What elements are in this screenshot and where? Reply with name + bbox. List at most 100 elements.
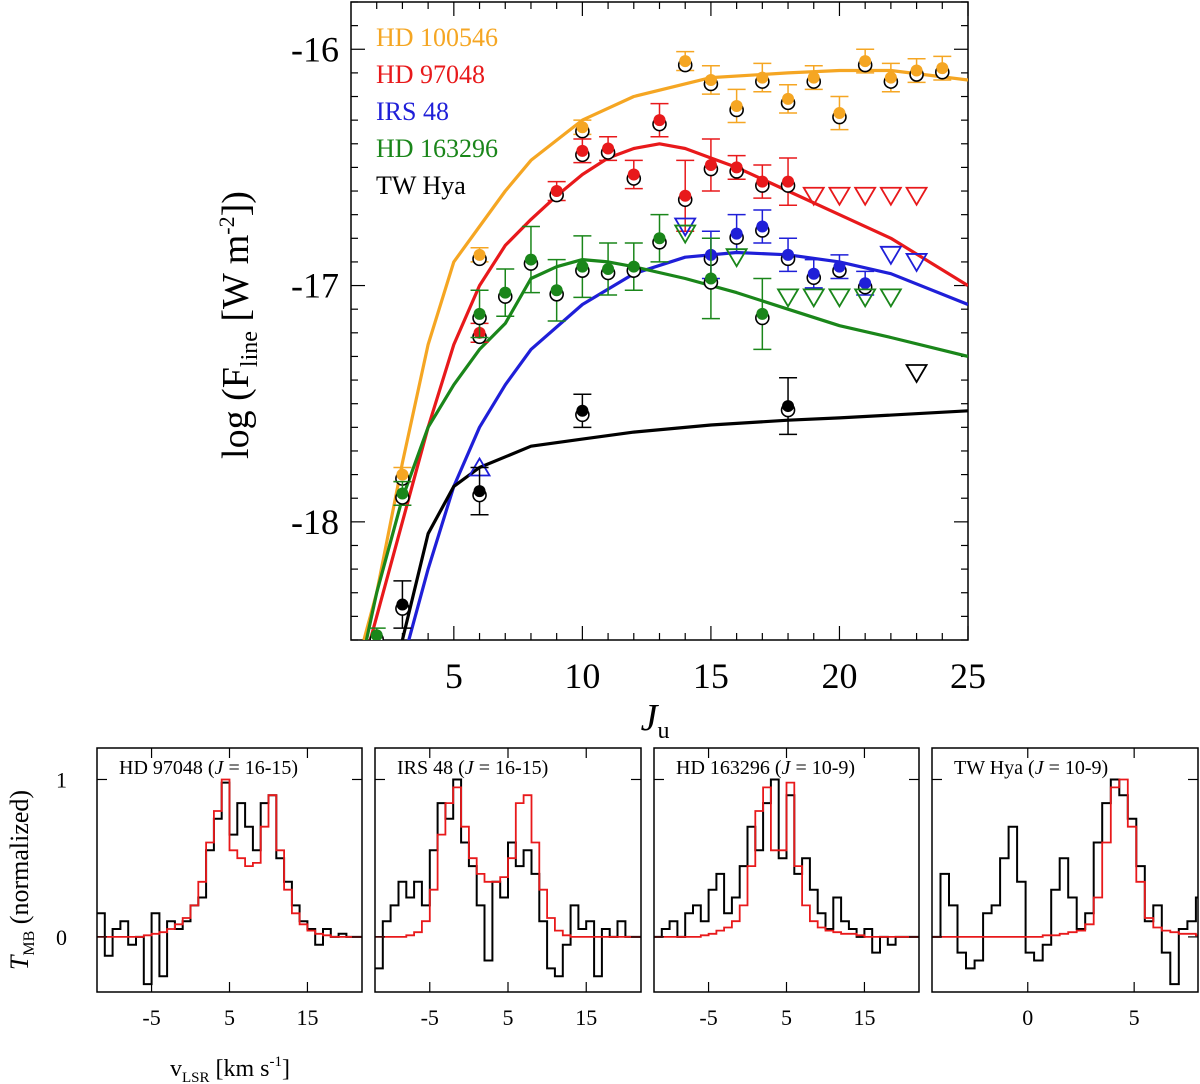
- data-point-hd-97048: [704, 159, 717, 172]
- spectrum-title: IRS 48 (J = 16-15): [397, 757, 548, 779]
- spectrum-x-tick-label: 5: [1129, 1005, 1140, 1030]
- data-point-hd-163296: [756, 307, 769, 320]
- data-point-hd-100546: [679, 55, 692, 68]
- upper-limit-hd-97048: [879, 186, 903, 207]
- x-tick-label: 10: [564, 656, 600, 696]
- data-point-tw-hya: [473, 485, 486, 498]
- spectrum-x-tick-label: 5: [224, 1005, 235, 1030]
- spectrum-x-tick-label: -5: [699, 1005, 717, 1030]
- upper-limit-hd-163296: [725, 248, 749, 268]
- line-profile-panels: -5 5 15 0 1 HD 97048 (J = 16-15) -5 5 15 IRS 48 (…: [5, 747, 1199, 1084]
- data-point-irs-48: [859, 277, 872, 290]
- data-point-hd-100546: [807, 71, 820, 84]
- upper-limit-hd-163296: [673, 224, 697, 245]
- legend-entry-hd-100546: HD 100546: [376, 23, 498, 52]
- data-point-irs-48: [730, 227, 743, 240]
- data-point-hd-163296: [576, 260, 589, 273]
- upper-limit-hd-97048: [853, 186, 877, 207]
- data-point-hd-97048: [782, 175, 795, 188]
- spectrum-y-axis-label: TMB (normalized): [5, 790, 38, 970]
- spectrum-panel-hd-97048: -5 5 15 0 1 HD 97048 (J = 16-15): [56, 747, 363, 1030]
- x-tick-label: 25: [950, 656, 986, 696]
- upper-limit-irs-48: [905, 253, 929, 273]
- spectrum-frame: [931, 747, 1199, 993]
- data-point-hd-97048: [627, 168, 640, 181]
- data-point-hd-163296: [473, 307, 486, 320]
- data-point-hd-163296: [396, 487, 409, 500]
- spectrum-model: [654, 781, 919, 938]
- upper-limit-irs-48: [673, 217, 697, 238]
- legend-entry-hd-163296: HD 163296: [376, 134, 498, 163]
- data-point-irs-48: [756, 220, 769, 233]
- spectrum-x-tick-label: -5: [142, 1005, 160, 1030]
- data-point-hd-100546: [910, 64, 923, 77]
- spectrum-model: [97, 778, 362, 938]
- spectrum-title: HD 163296 (J = 10-9): [676, 757, 855, 779]
- spectrum-x-tick-label: -5: [421, 1005, 439, 1030]
- rotational-diagram-chart: 5 10 15 20 25 -18 -17 -16 Ju log (Fline [W m-2]) H…: [214, 1, 986, 744]
- spectrum-model: [375, 786, 641, 938]
- data-point-hd-163296: [602, 263, 615, 276]
- data-point-hd-163296: [550, 284, 563, 297]
- data-point-hd-163296: [704, 272, 717, 285]
- data-point-hd-163296: [524, 253, 537, 266]
- spectrum-panel-hd-163296: -5 5 15 HD 163296 (J = 10-9): [653, 747, 920, 1030]
- y-tick-label: -16: [291, 29, 339, 69]
- model-line-tw-hya: [400, 409, 968, 640]
- spectrum-x-tick-label: 5: [503, 1005, 514, 1030]
- data-point-hd-100546: [936, 62, 949, 75]
- y-tick-label: -18: [291, 502, 339, 542]
- data-point-hd-100546: [884, 71, 897, 84]
- data-point-hd-97048: [756, 175, 769, 188]
- x-axis-label: Ju: [641, 697, 670, 744]
- spectrum-x-tick-label: 15: [296, 1005, 318, 1030]
- data-point-tw-hya: [576, 404, 589, 417]
- plot-area: [362, 48, 968, 640]
- y-tick-label: -17: [291, 266, 339, 306]
- y-axis-label: log (Fline [W m-2]): [214, 191, 263, 459]
- data-point-hd-163296: [627, 260, 640, 273]
- data-point-hd-97048: [730, 161, 743, 174]
- data-point-irs-48: [807, 267, 820, 280]
- upper-limit-hd-97048: [905, 186, 929, 207]
- legend-entry-hd-97048: HD 97048: [376, 60, 485, 89]
- data-point-hd-97048: [653, 114, 666, 127]
- spectrum-model: [932, 778, 1198, 938]
- spectrum-y-tick-label: 1: [56, 767, 67, 792]
- data-point-hd-97048: [576, 144, 589, 157]
- upper-limit-hd-163296: [879, 288, 903, 309]
- spectrum-title: TW Hya (J = 10-9): [954, 757, 1108, 779]
- data-point-irs-48: [833, 260, 846, 273]
- model-line-hd-97048: [368, 142, 968, 640]
- spectrum-x-tick-label: 15: [575, 1005, 597, 1030]
- data-point-hd-100546: [859, 55, 872, 68]
- data-point-hd-100546: [704, 73, 717, 86]
- data-point-hd-97048: [550, 185, 563, 198]
- upper-limit-tw-hya: [905, 364, 929, 384]
- data-point-hd-100546: [576, 121, 589, 134]
- data-point-tw-hya: [782, 400, 795, 413]
- spectrum-x-axis-label: vLSR [km s-1]: [170, 1054, 290, 1084]
- spectrum-x-tick-label: 5: [781, 1005, 792, 1030]
- data-point-hd-97048: [679, 189, 692, 202]
- spectrum-observed: [375, 778, 641, 978]
- legend-entry-tw-hya: TW Hya: [376, 171, 466, 200]
- spectrum-plot-area: [932, 778, 1198, 986]
- legend-entry-irs-48: IRS 48: [376, 97, 449, 126]
- model-line-hd-163296: [364, 258, 968, 640]
- data-point-tw-hya: [396, 598, 409, 611]
- upper-limit-hd-163296: [827, 288, 852, 309]
- data-point-hd-163296: [370, 629, 383, 640]
- spectrum-y-tick-label: 0: [56, 925, 67, 950]
- upper-limit-hd-163296: [776, 288, 800, 309]
- spectrum-panel-tw-hya: 0 5 TW Hya (J = 10-9): [931, 747, 1199, 1030]
- upper-limit-hd-163296: [853, 288, 877, 309]
- data-point-hd-100546: [473, 248, 486, 261]
- x-tick-label: 5: [445, 656, 463, 696]
- data-point-hd-163296: [499, 286, 512, 299]
- data-point-hd-100546: [782, 92, 795, 105]
- upper-limit-hd-97048: [802, 186, 826, 207]
- data-point-hd-100546: [833, 107, 846, 120]
- data-point-hd-97048: [602, 142, 615, 155]
